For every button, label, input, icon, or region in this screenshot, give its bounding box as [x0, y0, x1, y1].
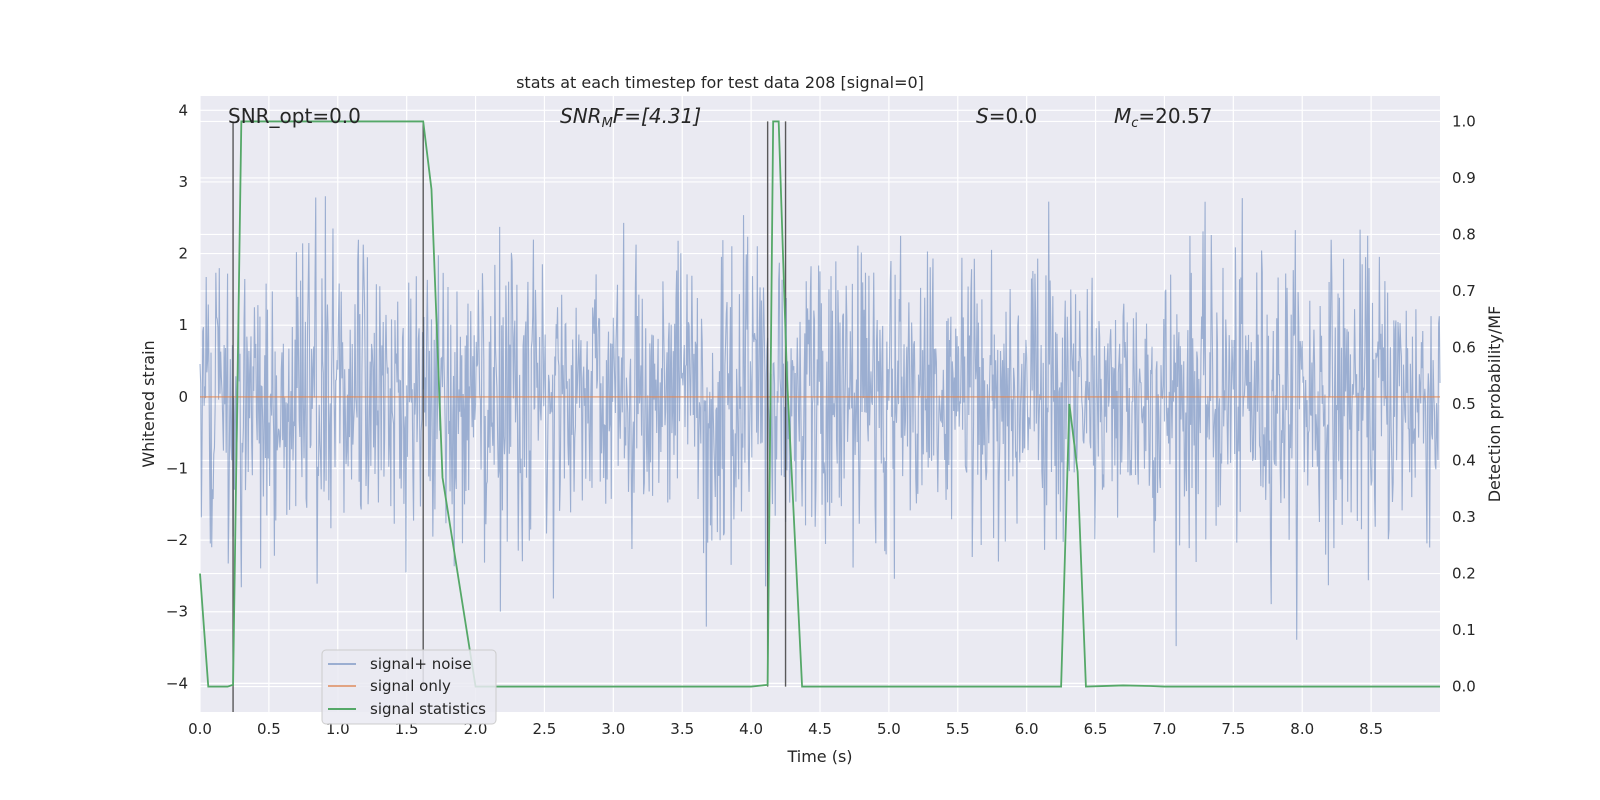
s-annotation: S=0.0	[976, 104, 1037, 128]
x-tick-label: 5.0	[877, 720, 901, 738]
y2-tick-label: 0.0	[1452, 678, 1476, 696]
s-value: =0.0	[989, 104, 1038, 128]
x-ticks: 0.0 0.5 1.0 1.5 2.0 2.5 3.0 3.5 4.0 4.5 5.0 5.5 6.0 6…	[188, 720, 1383, 738]
x-tick-label: 3.5	[670, 720, 694, 738]
y2-tick-label: 0.7	[1452, 282, 1476, 300]
x-tick-label: 2.5	[533, 720, 557, 738]
x-tick-label: 4.5	[808, 720, 832, 738]
x-tick-label: 7.5	[1221, 720, 1245, 738]
y2-tick-label: 0.9	[1452, 169, 1476, 187]
y2-tick-label: 0.5	[1452, 395, 1476, 413]
signal-noise-line	[199, 196, 1441, 647]
y-tick-label: −1	[166, 459, 188, 477]
x-tick-label: 5.5	[946, 720, 970, 738]
y2-tick-label: 0.2	[1452, 565, 1476, 583]
snr-opt-annotation: SNR_opt=0.0	[228, 104, 361, 128]
x-tick-label: 8.0	[1290, 720, 1314, 738]
y2-tick-label: 0.4	[1452, 452, 1476, 470]
chart-title: stats at each timestep for test data 208…	[516, 73, 924, 92]
x-tick-label: 6.5	[1084, 720, 1108, 738]
legend-label-signal: signal only	[370, 677, 451, 695]
y2-tick-label: 0.1	[1452, 621, 1476, 639]
y-tick-label: 4	[178, 101, 188, 119]
x-axis-label: Time (s)	[786, 747, 852, 766]
snr-mf-rest: F=[4.31]	[613, 104, 701, 128]
y-axis-label: Whitened strain	[139, 340, 158, 467]
y2-tick-label: 1.0	[1452, 112, 1476, 130]
legend: signal+ noise signal only signal statist…	[321, 649, 497, 725]
y-tick-label: −2	[166, 531, 188, 549]
mc-annotation: Mc=20.57	[1114, 104, 1212, 131]
snr-mf-annotation: SNRMF=[4.31]	[560, 104, 701, 131]
y2-tick-label: 0.6	[1452, 338, 1476, 356]
y-ticks: 4 3 2 1 0 −1 −2 −3 −4	[166, 101, 188, 692]
y-tick-label: 3	[178, 173, 188, 191]
mc-value: =20.57	[1138, 104, 1212, 128]
legend-box	[321, 649, 497, 725]
legend-label-noise: signal+ noise	[370, 655, 472, 673]
snr-mf-base: SNR	[560, 104, 602, 128]
signal-statistics-line	[199, 120, 1440, 688]
x-tick-label: 0.0	[188, 720, 212, 738]
x-tick-label: 7.0	[1153, 720, 1177, 738]
event-markers	[232, 121, 787, 712]
y-tick-label: 2	[178, 245, 188, 263]
y2-tick-label: 0.3	[1452, 508, 1476, 526]
snr-mf-sub: M	[602, 116, 613, 131]
mc-sub: c	[1131, 116, 1138, 131]
x-tick-label: 4.0	[739, 720, 763, 738]
y-tick-label: −4	[166, 674, 188, 692]
s-label: S	[976, 104, 989, 128]
y-tick-label: −3	[166, 603, 188, 621]
mc-base: M	[1114, 104, 1131, 128]
signal-noise-series	[199, 196, 1441, 647]
y2-ticks: 1.0 0.9 0.8 0.7 0.6 0.5 0.4 0.3 0.2 0.1 0.0	[1452, 112, 1476, 695]
x-tick-label: 0.5	[257, 720, 281, 738]
x-tick-label: 8.5	[1359, 720, 1383, 738]
y2-tick-label: 0.8	[1452, 225, 1476, 243]
y2-axis-label: Detection probability/MF	[1485, 306, 1504, 503]
x-tick-label: 3.0	[601, 720, 625, 738]
y-tick-label: 1	[178, 316, 188, 334]
y-tick-label: 0	[178, 388, 188, 406]
legend-label-stats: signal statistics	[370, 700, 486, 718]
x-tick-label: 6.0	[1015, 720, 1039, 738]
